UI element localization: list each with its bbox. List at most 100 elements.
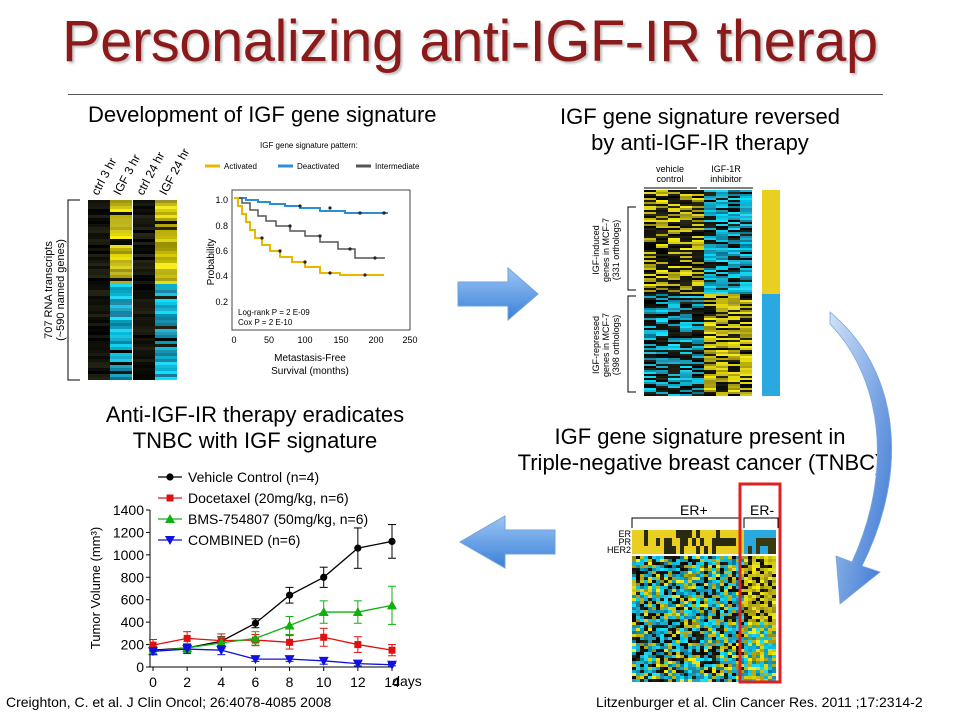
series-line xyxy=(152,604,393,652)
bracket-er-positive xyxy=(631,517,741,528)
data-point xyxy=(352,607,363,617)
caption-tnbc-line1: IGF gene signature present in xyxy=(554,424,846,449)
label-er-negative: ER- xyxy=(750,502,774,518)
survival-ytick: 0.4 xyxy=(215,271,228,281)
x-tick-label: 8 xyxy=(286,674,294,690)
bracket-er-negative xyxy=(743,517,779,528)
row-label-named-genes: (~590 named genes) xyxy=(55,239,67,341)
heatmap1-bracket xyxy=(67,199,80,381)
data-point xyxy=(286,638,294,646)
heatmap3-cells xyxy=(632,530,776,682)
survival-cox: Cox P = 2 E-10 xyxy=(238,318,293,327)
data-point xyxy=(165,514,175,523)
survival-xtick: 150 xyxy=(333,335,348,345)
data-point xyxy=(251,619,260,627)
y-tick-label: 1400 xyxy=(113,502,144,518)
survival-xlabel-line2: Survival (months) xyxy=(271,366,349,377)
caption-tnbc-line2: Triple-negative breast cancer (TNBC) xyxy=(517,450,883,475)
series-line xyxy=(152,636,393,651)
citation-litzenburger: Litzenburger et al. Clin Cancer Res. 201… xyxy=(596,694,923,710)
survival-ytick: 0.2 xyxy=(215,297,228,307)
tumor-volume-chart: Vehicle Control (n=4) Docetaxel (20mg/kg,… xyxy=(88,469,422,690)
y-tick-label: 400 xyxy=(121,614,145,630)
x-tick-label: 0 xyxy=(149,674,157,690)
label-induced-2: genes in MCF-7 xyxy=(601,218,611,282)
heatmap1-cells xyxy=(88,200,177,380)
bracket-induced xyxy=(627,206,636,291)
legend-label: Vehicle Control (n=4) xyxy=(188,469,319,485)
caption-eradicates-line2: TNBC with IGF signature xyxy=(132,428,378,453)
data-point xyxy=(388,646,396,654)
header-igf1r: IGF-1R xyxy=(711,164,741,174)
x-axis-label: days xyxy=(392,673,422,689)
header-inhibitor: inhibitor xyxy=(710,174,742,184)
title-divider xyxy=(68,94,883,95)
survival-plot-frame xyxy=(231,189,411,331)
y-tick-label: 200 xyxy=(121,637,145,653)
survival-curve-activated xyxy=(234,197,384,276)
x-tick-label: 6 xyxy=(252,674,260,690)
slide-title: Personalizing anti-IGF-IR therap xyxy=(62,9,878,74)
survival-xtick: 0 xyxy=(231,335,236,345)
data-point xyxy=(165,536,175,545)
label-repressed-3: (398 orthologs) xyxy=(611,315,621,376)
row-label-pr: PR xyxy=(618,537,631,547)
caption-reversed: IGF gene signature reversed by anti-IGF-… xyxy=(530,104,870,156)
y-tick-label: 0 xyxy=(136,659,144,675)
caption-reversed-line1: IGF gene signature reversed xyxy=(559,104,841,129)
arrow-curved-down xyxy=(829,311,892,605)
data-point xyxy=(354,641,362,649)
legend-label-activated: Activated xyxy=(224,162,257,171)
survival-xtick: 200 xyxy=(368,335,383,345)
y-tick-label: 600 xyxy=(121,592,145,608)
legend-label-deactivated: Deactivated xyxy=(297,162,339,171)
data-point xyxy=(387,600,397,610)
data-point xyxy=(183,634,191,642)
data-point xyxy=(320,633,328,641)
header-vehicle: vehicle xyxy=(656,164,684,174)
chart-legend: Vehicle Control (n=4) Docetaxel (20mg/kg,… xyxy=(158,469,368,548)
y-ticks: 0 200 400 600 800 1000 1200 1400 xyxy=(113,502,150,675)
data-point xyxy=(388,537,396,546)
data-point xyxy=(354,544,362,552)
data-point xyxy=(149,641,157,649)
survival-logrank: Log-rank P = 2 E-09 xyxy=(238,308,310,317)
heatmap2-summary-bar xyxy=(762,190,780,396)
x-tick-label: 4 xyxy=(217,674,225,690)
y-tick-label: 800 xyxy=(121,569,145,585)
arrow-right xyxy=(457,266,539,322)
row-label-transcripts: 707 RNA transcripts xyxy=(43,241,55,339)
series-line xyxy=(152,540,393,651)
row-label-her2: HER2 xyxy=(607,545,631,555)
series-3 xyxy=(148,644,397,670)
data-point xyxy=(166,473,174,481)
survival-curve-deactivated xyxy=(234,197,388,214)
arrow-left xyxy=(459,515,556,569)
survival-xtick: 100 xyxy=(297,335,312,345)
data-point xyxy=(318,607,329,617)
survival-legend-title: IGF gene signature pattern: xyxy=(260,141,358,150)
survival-xtick: 250 xyxy=(402,335,417,345)
survival-ytick: 0.6 xyxy=(215,246,228,256)
caption-development: Development of IGF gene signature xyxy=(88,102,437,127)
data-point xyxy=(216,637,227,647)
y-tick-label: 1000 xyxy=(113,547,144,563)
caption-tnbc: IGF gene signature present in Triple-neg… xyxy=(470,424,930,476)
x-tick-label: 14 xyxy=(384,674,400,690)
y-tick-label: 1200 xyxy=(113,524,144,540)
caption-eradicates-line1: Anti-IGF-IR therapy eradicates xyxy=(105,402,405,427)
chart-series xyxy=(148,524,397,670)
survival-ylabel: Probability xyxy=(206,239,217,286)
legend-label: COMBINED (n=6) xyxy=(188,532,300,548)
data-point xyxy=(284,620,295,630)
data-point xyxy=(352,659,363,669)
legend-label-intermediate: Intermediate xyxy=(375,162,420,171)
row-label-er: ER xyxy=(618,529,631,539)
data-point xyxy=(250,655,261,665)
survival-plot: IGF gene signature pattern: Activated De… xyxy=(205,141,420,377)
survival-xtick: 50 xyxy=(264,335,274,345)
label-repressed-1: IGF-repressed xyxy=(591,316,601,374)
data-point xyxy=(250,633,261,643)
bracket-repressed xyxy=(627,295,636,393)
